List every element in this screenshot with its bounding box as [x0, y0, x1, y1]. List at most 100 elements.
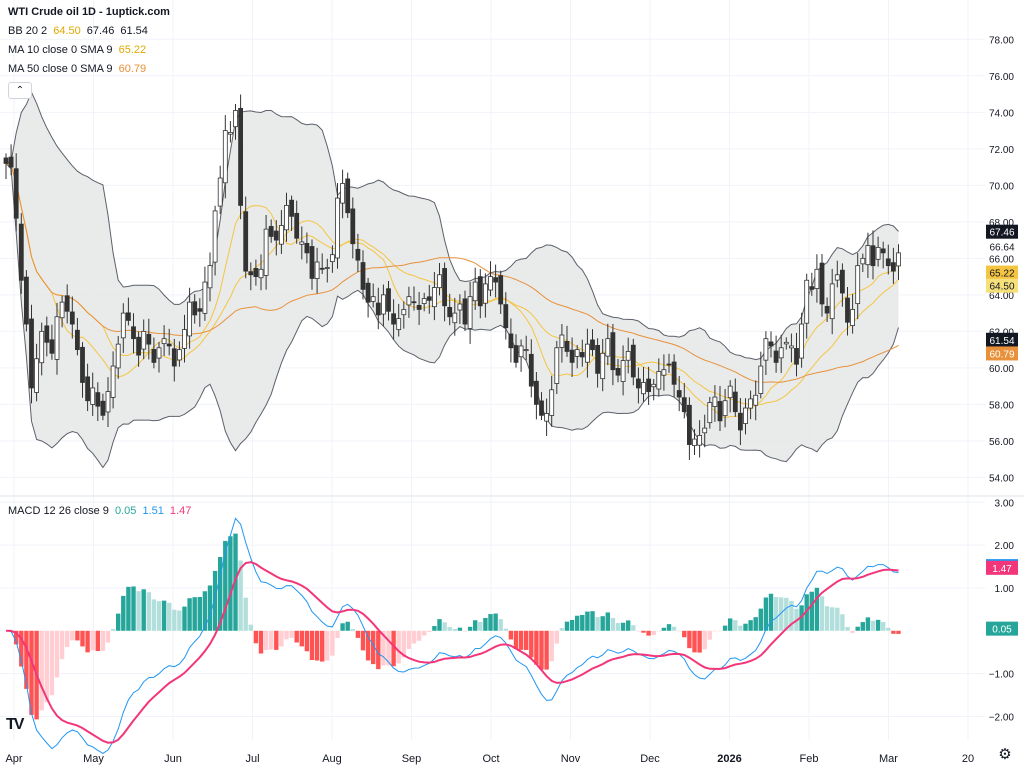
candle-body: [401, 309, 407, 316]
price-tick-label: 54.00: [989, 473, 1014, 484]
candle-body: [69, 311, 75, 325]
time-tick-label: Dec: [640, 753, 660, 765]
candle-body: [794, 348, 799, 365]
candle-body: [539, 400, 544, 416]
price-badge-bg: [986, 224, 1018, 239]
macd-histogram-bar: [406, 630, 412, 649]
candle-body: [411, 301, 417, 304]
settings-gear-icon[interactable]: ⚙: [998, 746, 1012, 763]
candle-body: [253, 267, 259, 278]
tradingview-logo-icon[interactable]: TV: [6, 716, 25, 733]
macd-histogram-bar: [554, 630, 559, 644]
candle-body: [513, 345, 519, 363]
candle-body: [610, 332, 616, 371]
candle-body: [156, 347, 162, 359]
macd-histogram-bar: [340, 623, 345, 631]
macd-histogram-bar: [70, 630, 75, 641]
candle-body: [630, 344, 636, 378]
macd-histogram-bar: [95, 630, 100, 651]
macd-histogram-bar: [824, 606, 830, 631]
collapse-legend-button[interactable]: ⌃: [8, 82, 32, 99]
macd-histogram-bar: [391, 630, 396, 667]
candle-body: [360, 262, 366, 290]
macd-histogram-bar: [881, 622, 886, 631]
candle-body: [350, 208, 356, 245]
macd-histogram-bar: [248, 624, 253, 631]
macd-histogram-bar: [223, 540, 228, 631]
macd-histogram-bar: [218, 557, 223, 631]
candle-body: [498, 275, 504, 305]
macd-histogram-bar: [126, 586, 131, 631]
macd-histogram-bar: [202, 591, 208, 631]
macd-histogram-bar: [238, 560, 243, 631]
bb-legend[interactable]: BB 20 2 64.50 67.46 61.54: [8, 24, 151, 38]
candle-body: [85, 376, 90, 402]
time-tick-label: 20: [962, 753, 974, 765]
candle-body: [115, 343, 121, 369]
macd-histogram-bar: [478, 621, 483, 631]
macd-histogram-bar: [763, 597, 769, 631]
macd-histogram-bar: [488, 614, 493, 631]
candle-body: [880, 248, 886, 254]
price-badge: 60.79: [989, 349, 1014, 360]
candle-body: [850, 309, 855, 326]
candle-body: [564, 340, 570, 352]
candle-body: [248, 271, 254, 276]
macd-histogram-bar: [376, 630, 381, 670]
macd-histogram-bar: [207, 585, 213, 631]
candle-body: [768, 341, 774, 347]
candle-body: [467, 296, 473, 329]
candle-body: [187, 301, 193, 337]
candle-body: [273, 230, 279, 241]
candle-body: [90, 387, 96, 405]
macd-hist-value: 0.05: [114, 505, 137, 517]
macd-histogram-bar: [345, 621, 350, 631]
price-tick-label: 58.00: [989, 400, 1014, 411]
candle-body: [197, 308, 203, 312]
macd-histogram-bar: [467, 626, 473, 631]
macd-histogram-bar: [116, 613, 121, 631]
macd-line-value: 1.51: [142, 505, 164, 517]
candle-body: [166, 343, 172, 347]
macd-histogram-bar: [559, 628, 565, 631]
candle-body: [49, 339, 55, 354]
candle-body: [885, 258, 891, 267]
macd-histogram-bar: [743, 623, 748, 631]
candle-body: [636, 378, 641, 389]
candle-body: [95, 392, 101, 407]
candle-body: [676, 390, 682, 398]
candle-body: [472, 281, 478, 302]
ma10-line: [5, 162, 899, 419]
candle-body: [171, 348, 177, 367]
macd-histogram-bar: [289, 630, 294, 638]
price-badge-bg: [986, 346, 1018, 361]
macd-histogram-bar: [105, 630, 111, 643]
macd-histogram-bar: [513, 630, 519, 650]
macd-histogram-bar: [29, 630, 34, 715]
ma10-legend[interactable]: MA 10 close 0 SMA 9 65.22: [8, 43, 149, 57]
candle-body: [289, 199, 295, 217]
candle-body: [702, 427, 708, 434]
macd-histogram-bar: [427, 630, 432, 632]
candle-body: [671, 361, 677, 385]
candle-body: [120, 312, 126, 339]
macd-histogram-bar: [54, 630, 60, 678]
candle-body: [80, 346, 85, 383]
candle-body: [855, 265, 861, 305]
time-tick-label: Jun: [164, 753, 182, 765]
candle-body: [365, 282, 371, 303]
candle-body: [355, 248, 361, 261]
price-badge-bg: [985, 239, 1019, 255]
ma50-legend[interactable]: MA 50 close 0 SMA 9 60.79: [8, 62, 149, 76]
candle-body: [23, 276, 29, 325]
macd-histogram-bar: [575, 615, 580, 631]
candle-body: [437, 274, 442, 289]
macd-histogram-bar: [503, 628, 508, 631]
candle-body: [462, 298, 468, 325]
macd-histogram-bar: [518, 630, 524, 650]
macd-histogram-bar: [365, 630, 371, 661]
candle-body: [666, 363, 672, 366]
macd-histogram-bar: [90, 630, 95, 651]
macd-legend[interactable]: MACD 12 26 close 9 0.05 1.51 1.47: [8, 504, 194, 518]
